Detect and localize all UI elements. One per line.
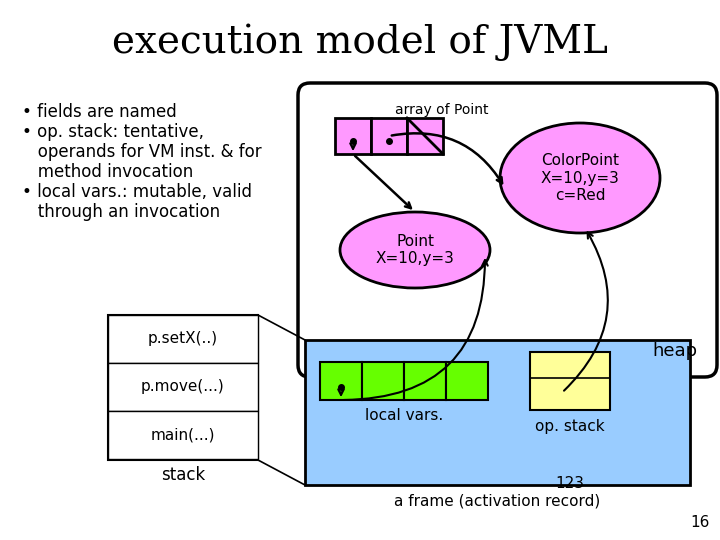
Text: main(...): main(...) [150,428,215,442]
Bar [407,118,443,154]
Text: • local vars.: mutable, valid: • local vars.: mutable, valid [22,183,252,201]
Text: 123: 123 [556,476,585,491]
Text: local vars.: local vars. [365,408,443,423]
Text: op. stack: op. stack [535,418,605,434]
Bar [108,363,258,411]
Text: heap: heap [652,342,697,360]
Bar [362,362,404,400]
Bar [108,315,258,460]
FancyBboxPatch shape [298,83,717,377]
Text: method invocation: method invocation [22,163,193,181]
Text: array of Point: array of Point [395,103,488,117]
Bar [404,362,446,400]
Bar [371,118,407,154]
Text: a frame (activation record): a frame (activation record) [395,494,600,509]
Ellipse shape [500,123,660,233]
Text: stack: stack [161,466,205,484]
Text: through an invocation: through an invocation [22,203,220,221]
Text: ColorPoint
X=10,y=3
c=Red: ColorPoint X=10,y=3 c=Red [541,153,619,203]
Text: 16: 16 [690,515,710,530]
Bar [335,118,371,154]
Bar [320,362,362,400]
Text: p.setX(..): p.setX(..) [148,332,218,347]
Text: • op. stack: tentative,: • op. stack: tentative, [22,123,204,141]
Bar [530,352,610,410]
Text: p.move(...): p.move(...) [141,380,225,395]
Text: operands for VM inst. & for: operands for VM inst. & for [22,143,261,161]
Bar [108,411,258,459]
Text: Point
X=10,y=3: Point X=10,y=3 [376,234,454,266]
Text: execution model of JVML: execution model of JVML [112,23,608,60]
Bar [108,315,258,363]
Ellipse shape [340,212,490,288]
Bar [446,362,488,400]
Bar [305,340,690,485]
Text: • fields are named: • fields are named [22,103,176,121]
